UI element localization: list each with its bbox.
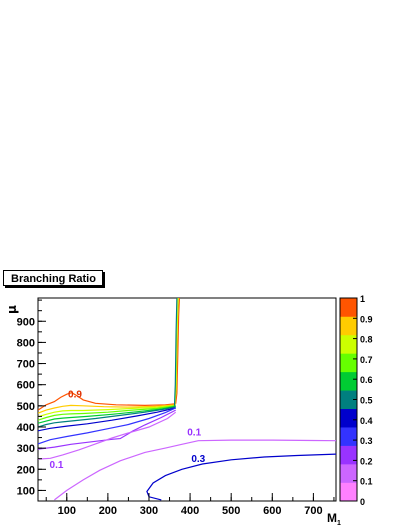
colorbar-band [340, 445, 357, 465]
contour-line-5 [38, 406, 176, 428]
contour-label: 0.1 [50, 460, 64, 471]
contour-line-14 [173, 298, 178, 406]
y-tick-label: 200 [17, 464, 35, 476]
x-axis-label-subscript: 1 [337, 520, 341, 527]
contour-line-12 [175, 298, 180, 404]
colorbar-band [340, 464, 357, 483]
colorbar-tick-label: 0.3 [360, 436, 373, 446]
contour-line-8 [38, 409, 176, 450]
y-tick-label: 900 [17, 316, 35, 328]
colorbar-tick-label: 0.6 [360, 375, 373, 385]
colorbar-tick-label: 0.9 [360, 314, 373, 324]
chart-title: Branching Ratio [3, 270, 103, 286]
x-tick-label: 200 [99, 505, 117, 517]
colorbar-band [340, 371, 357, 391]
colorbar-band [340, 427, 357, 446]
x-tick-label: 400 [181, 505, 199, 517]
contour-line-10 [54, 439, 336, 501]
plot-frame [37, 297, 337, 502]
colorbar-tick-label: 0 [360, 497, 365, 507]
colorbar-tick-label: 0.2 [360, 456, 373, 466]
contour-labels: 0.9 0.1 0.1 0.3 [50, 389, 206, 471]
colorbar-band [340, 408, 357, 428]
colorbar-band [340, 298, 357, 317]
contour-line-7 [38, 407, 176, 445]
colorbar-band [340, 482, 357, 502]
contour-line-4 [38, 405, 176, 424]
y-tick-label: 700 [17, 359, 35, 371]
contour-lines [38, 298, 336, 501]
contour-label: 0.1 [187, 427, 201, 438]
colorbar-tick-label: 0.4 [360, 416, 373, 426]
colorbar-band [340, 316, 357, 336]
x-tick-label: 100 [58, 505, 76, 517]
y-tick-label: 800 [17, 337, 35, 349]
x-tick-label: 500 [222, 505, 240, 517]
contour-line-6 [38, 407, 176, 432]
colorbar-band [340, 334, 357, 354]
contour-line-13 [174, 298, 179, 405]
y-tick-label: 100 [17, 485, 35, 497]
colorbar: 0 0.1 0.2 0.3 0.4 0.5 0.6 0.7 0.8 0.9 1 [339, 294, 373, 507]
contour-label: 0.9 [68, 389, 82, 400]
y-tick-label: 300 [17, 443, 35, 455]
x-tick-label: 600 [263, 505, 281, 517]
axis-ticks: 100 200 300 400 500 600 700 100 200 300 400 500 600 7… [17, 299, 335, 517]
contour-line-0 [38, 392, 176, 411]
contour-line-2 [38, 404, 176, 418]
x-axis-label: M [327, 511, 337, 525]
y-axis-label: μ [5, 305, 19, 314]
colorbar-tick-label: 0.8 [360, 335, 373, 345]
x-tick-label: 300 [140, 505, 158, 517]
colorbar-tick-label: 1 [360, 294, 365, 304]
colorbar-tick-label: 0.5 [360, 396, 373, 406]
colorbar-band [340, 353, 357, 373]
y-tick-label: 500 [17, 401, 35, 413]
x-tick-label: 700 [304, 505, 322, 517]
contour-line-3 [38, 405, 176, 421]
colorbar-tick-label: 0.1 [360, 477, 373, 487]
y-tick-label: 400 [17, 422, 35, 434]
colorbar-band [340, 390, 357, 410]
contour-line-1 [38, 404, 176, 414]
contour-label: 0.3 [191, 454, 205, 465]
contour-line-9 [38, 411, 177, 460]
colorbar-tick-label: 0.7 [360, 355, 373, 365]
y-tick-label: 600 [17, 380, 35, 392]
contour-line-11 [146, 453, 336, 501]
